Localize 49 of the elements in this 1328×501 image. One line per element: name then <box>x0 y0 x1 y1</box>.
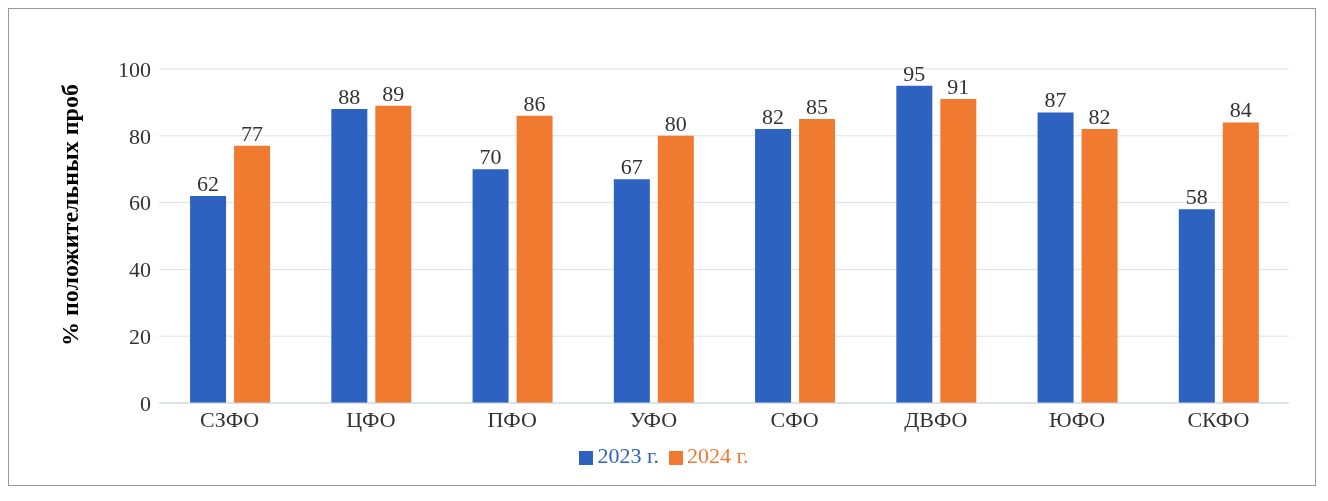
bar <box>1037 112 1074 403</box>
y-tick-label: 100 <box>118 56 151 82</box>
bar <box>516 115 553 403</box>
x-tick-label: УФО <box>629 406 678 432</box>
bar <box>472 169 509 403</box>
data-label: 67 <box>620 154 643 180</box>
data-label: 95 <box>903 60 926 86</box>
y-tick-label: 60 <box>129 190 151 216</box>
bar <box>1222 122 1259 403</box>
x-tick-label: ПФО <box>487 406 537 432</box>
bar <box>755 129 792 403</box>
bar <box>331 109 368 403</box>
data-label: 86 <box>523 90 546 116</box>
bar <box>1178 209 1215 403</box>
bar <box>375 105 412 403</box>
bar <box>799 119 836 403</box>
data-label: 88 <box>338 84 361 110</box>
x-tick-label: СКФО <box>1187 406 1250 432</box>
data-label: 85 <box>806 94 829 120</box>
y-tick-label: 20 <box>129 324 151 350</box>
bar <box>234 145 271 403</box>
data-label: 91 <box>947 74 970 100</box>
data-label: 58 <box>1185 184 1208 210</box>
y-tick-label: 40 <box>129 257 151 283</box>
y-axis-title: % положительных проб <box>56 84 83 346</box>
x-tick-label: ЦФО <box>346 406 396 432</box>
data-label: 77 <box>241 120 264 146</box>
x-tick-label: СЗФО <box>200 406 260 432</box>
data-label: 82 <box>1088 104 1111 130</box>
legend-label: 2024 г. <box>687 443 749 468</box>
bar <box>1081 129 1118 403</box>
data-label: 62 <box>197 170 220 196</box>
bar <box>940 99 977 403</box>
x-tick-label: СФО <box>770 406 819 432</box>
data-label: 87 <box>1044 87 1067 113</box>
data-label: 80 <box>664 110 687 136</box>
data-label: 82 <box>762 104 785 130</box>
x-tick-label: ДВФО <box>904 406 968 432</box>
y-tick-label: 0 <box>140 390 151 416</box>
data-label: 89 <box>382 80 405 106</box>
bar <box>190 195 227 403</box>
legend-label: 2023 г. <box>597 443 659 468</box>
x-tick-label: ЮФО <box>1049 406 1106 432</box>
y-tick-label: 80 <box>129 123 151 149</box>
data-label: 84 <box>1229 97 1252 123</box>
bar <box>613 179 650 403</box>
bar <box>657 135 694 403</box>
data-label: 70 <box>479 144 502 170</box>
bar <box>896 85 933 403</box>
